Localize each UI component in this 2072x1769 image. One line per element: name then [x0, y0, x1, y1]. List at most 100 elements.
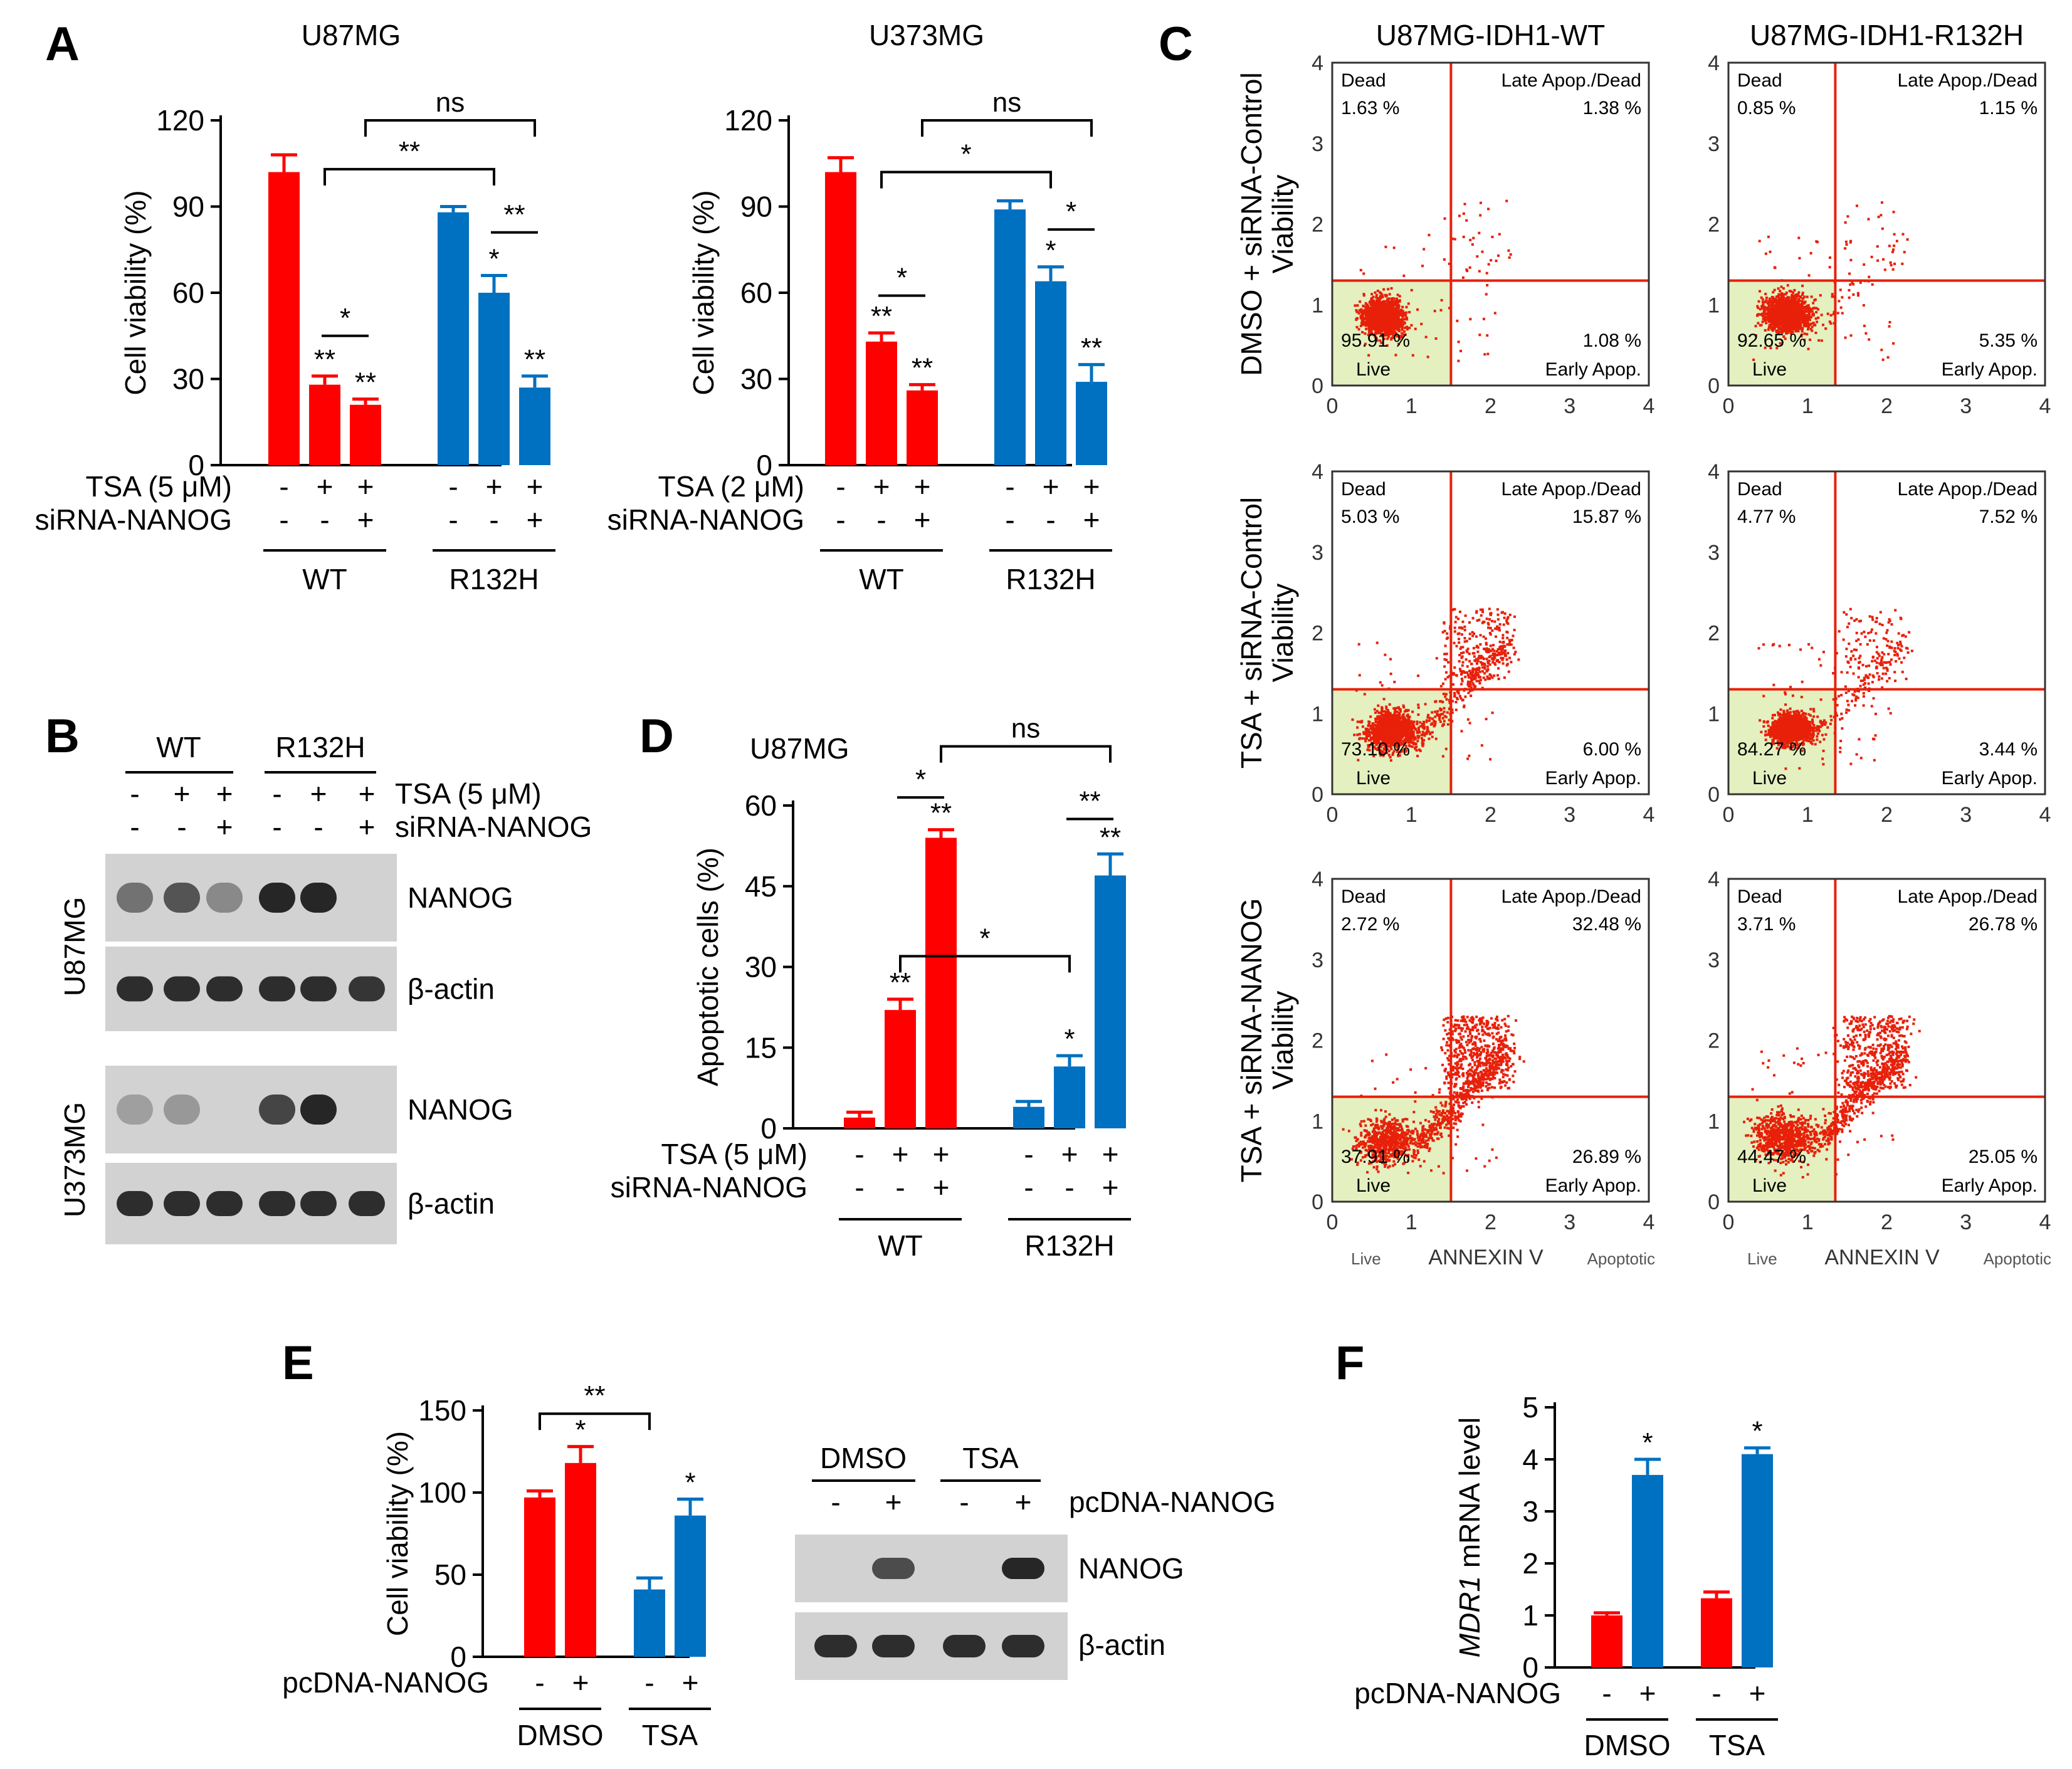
event-dot [1397, 706, 1401, 709]
event-dot [1764, 313, 1767, 316]
event-dot [1362, 272, 1365, 275]
event-dot [1849, 239, 1853, 243]
event-dot [1365, 313, 1369, 316]
event-dot [1401, 312, 1404, 315]
event-dot [1772, 318, 1775, 322]
event-dot [1463, 202, 1466, 206]
event-dot [1767, 317, 1770, 320]
event-dot [1393, 711, 1396, 714]
event-dot [1390, 287, 1393, 290]
event-dot [1759, 308, 1762, 311]
y-tick-label: 1 [1522, 1599, 1538, 1632]
event-dot [1408, 741, 1411, 744]
event-dot [1832, 312, 1835, 315]
event-dot [1397, 321, 1401, 324]
blot-band [206, 1191, 243, 1216]
event-dot [1799, 315, 1802, 318]
cell-line-label: U87MG [58, 897, 91, 996]
event-dot [1377, 321, 1380, 324]
event-dot [1775, 318, 1779, 321]
event-dot [1409, 727, 1412, 730]
event-dot [1401, 736, 1404, 739]
event-dot [1890, 264, 1893, 267]
event-dot [1443, 258, 1446, 261]
event-dot [1493, 312, 1496, 315]
event-dot [1901, 233, 1905, 236]
event-dot [1388, 739, 1391, 742]
event-dot [1390, 331, 1393, 334]
event-dot [1383, 333, 1386, 336]
event-dot [1433, 725, 1436, 728]
event-dot [1871, 283, 1874, 286]
event-dot [1789, 332, 1792, 335]
event-dot [1377, 711, 1380, 715]
treatment-sign: + [933, 1138, 950, 1170]
event-dot [1829, 313, 1833, 317]
event-dot [1782, 324, 1785, 327]
event-dot [1789, 299, 1792, 302]
event-dot [1791, 319, 1794, 322]
gel-background [105, 854, 397, 942]
treatment-sign: + [1083, 470, 1100, 503]
event-dot [1456, 319, 1459, 322]
event-dot [1417, 728, 1420, 732]
event-dot [1391, 740, 1394, 743]
y-tick-label: 0 [1312, 374, 1323, 398]
significance-label: ** [871, 301, 892, 332]
event-dot [1482, 317, 1485, 320]
event-dot [1405, 311, 1408, 314]
event-dot [1392, 317, 1396, 320]
event-dot [1388, 733, 1391, 736]
event-dot [1361, 322, 1364, 325]
event-dot [1391, 720, 1394, 723]
event-dot [1353, 733, 1356, 737]
quadrant-value: 0.85 % [1737, 98, 1796, 118]
event-dot [1385, 710, 1388, 713]
event-dot [1401, 715, 1404, 718]
event-dot [1375, 326, 1378, 329]
event-dot [1370, 318, 1374, 322]
event-dot [1796, 306, 1799, 309]
event-dot [1792, 298, 1796, 302]
event-dot [1374, 323, 1377, 326]
event-dot [1855, 204, 1858, 207]
event-dot [1488, 659, 1491, 663]
event-dot [1771, 327, 1774, 330]
y-tick-label: 90 [172, 191, 204, 223]
event-dot [1399, 737, 1402, 740]
treatment-sign: + [359, 811, 376, 843]
event-dot [1407, 734, 1411, 737]
event-dot [1421, 723, 1424, 726]
event-dot [1390, 324, 1393, 327]
event-dot [1389, 718, 1392, 722]
event-dot [1801, 300, 1804, 303]
treatment-sign: - [836, 503, 845, 536]
event-dot [1490, 649, 1493, 653]
event-dot [1798, 313, 1801, 316]
event-dot [1787, 328, 1790, 332]
blot-band [164, 976, 200, 1002]
event-dot [1391, 299, 1394, 302]
event-dot [1407, 716, 1410, 719]
treatment-sign: + [527, 470, 544, 503]
event-dot [1382, 719, 1385, 722]
x-tick-label: 1 [1802, 394, 1814, 418]
event-dot [1369, 309, 1372, 312]
event-dot [1380, 743, 1383, 746]
event-dot [1782, 287, 1785, 290]
event-dot [1792, 291, 1795, 294]
event-dot [1384, 309, 1387, 312]
event-dot [1404, 744, 1407, 747]
x-tick-label: 2 [1485, 394, 1496, 418]
event-dot [1387, 313, 1391, 316]
event-dot [1868, 275, 1871, 278]
event-dot [1379, 327, 1382, 330]
event-dot [1374, 724, 1377, 727]
event-dot [1356, 726, 1359, 729]
event-dot [1464, 695, 1467, 698]
event-dot [1812, 313, 1815, 317]
event-dot [1478, 675, 1481, 678]
event-dot [1807, 313, 1811, 317]
